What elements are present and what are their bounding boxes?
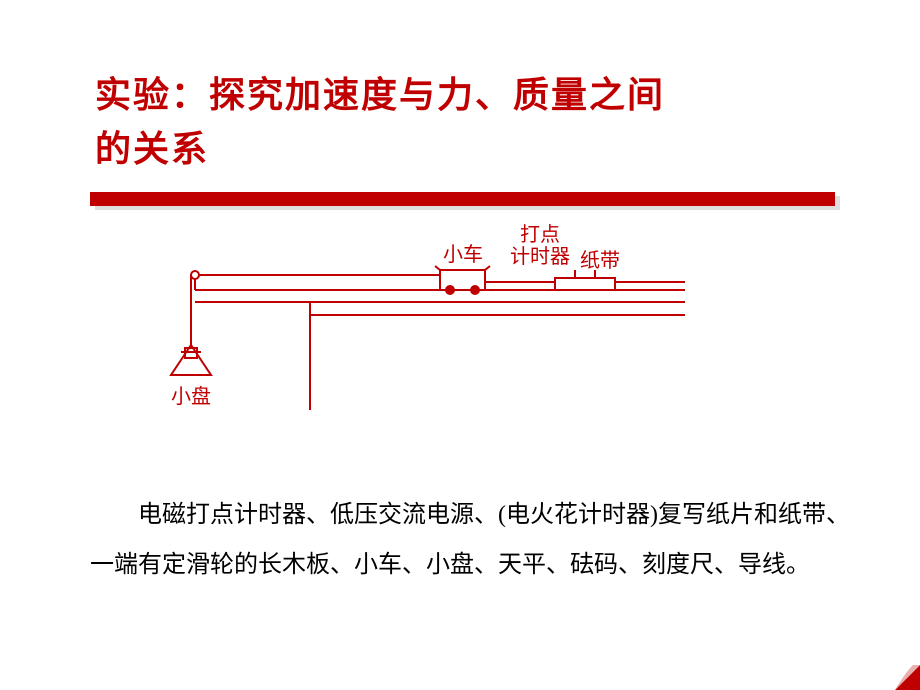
label-tape: 纸带 — [580, 244, 620, 273]
label-timer-line2: 计时器 — [510, 246, 570, 268]
slide-title-line2: 的关系 — [95, 120, 209, 172]
corner-fold-icon — [895, 665, 920, 690]
label-pan: 小盘 — [171, 380, 211, 409]
divider-bar — [90, 192, 835, 206]
label-timer: 打点 计时器 — [510, 224, 570, 268]
body-paragraph: 电磁打点计时器、低压交流电源、(电火花计时器)复写纸片和纸带、一端有定滑轮的长木… — [90, 490, 850, 591]
experiment-diagram: 小车 打点 计时器 纸带 小盘 — [155, 230, 715, 410]
slide-title-line1: 实验：探究加速度与力、质量之间 — [95, 70, 665, 120]
label-cart: 小车 — [443, 238, 483, 267]
label-timer-line1: 打点 — [510, 224, 570, 246]
diagram-lines — [171, 266, 685, 410]
